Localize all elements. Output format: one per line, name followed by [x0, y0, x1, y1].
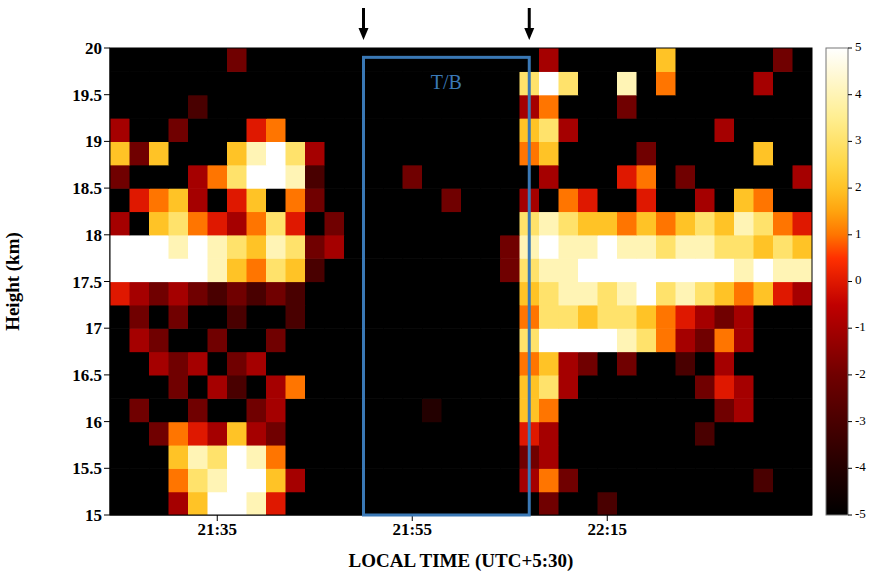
svg-text:17: 17 — [85, 319, 103, 338]
svg-text:17.5: 17.5 — [72, 273, 102, 292]
svg-text:-4: -4 — [855, 459, 866, 474]
svg-text:5: 5 — [855, 39, 862, 54]
svg-text:20: 20 — [85, 39, 102, 58]
svg-text:15.5: 15.5 — [72, 459, 102, 478]
svg-text:18.5: 18.5 — [72, 179, 102, 198]
svg-text:2: 2 — [855, 179, 862, 194]
svg-text:16.5: 16.5 — [72, 366, 102, 385]
svg-text:18: 18 — [85, 226, 102, 245]
svg-text:Height (km): Height (km) — [2, 232, 24, 331]
svg-text:-1: -1 — [855, 319, 866, 334]
svg-text:3: 3 — [855, 132, 862, 147]
svg-text:0: 0 — [855, 272, 862, 287]
svg-text:-3: -3 — [855, 413, 866, 428]
svg-text:21:35: 21:35 — [197, 520, 237, 539]
svg-text:T/B: T/B — [431, 71, 462, 93]
svg-text:1: 1 — [855, 226, 862, 241]
svg-text:22:15: 22:15 — [587, 520, 627, 539]
svg-text:4: 4 — [855, 86, 862, 101]
svg-text:-5: -5 — [855, 506, 866, 521]
svg-text:21:55: 21:55 — [392, 520, 432, 539]
svg-text:19: 19 — [85, 132, 102, 151]
svg-text:19.5: 19.5 — [72, 86, 102, 105]
svg-text:-2: -2 — [855, 366, 866, 381]
svg-text:16: 16 — [85, 413, 102, 432]
svg-text:LOCAL TIME (UTC+5:30): LOCAL TIME (UTC+5:30) — [349, 550, 574, 572]
svg-text:15: 15 — [85, 506, 102, 525]
